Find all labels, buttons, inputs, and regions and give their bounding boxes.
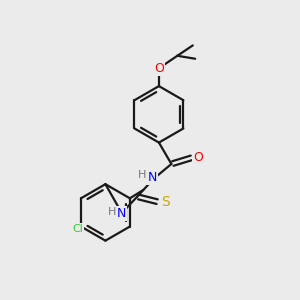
Text: N: N — [147, 171, 157, 184]
Text: Cl: Cl — [73, 224, 83, 234]
Text: O: O — [154, 62, 164, 75]
Text: H: H — [138, 170, 146, 180]
Text: O: O — [193, 151, 203, 164]
Text: S: S — [161, 195, 170, 209]
Text: N: N — [117, 207, 127, 220]
Text: H: H — [108, 206, 116, 217]
